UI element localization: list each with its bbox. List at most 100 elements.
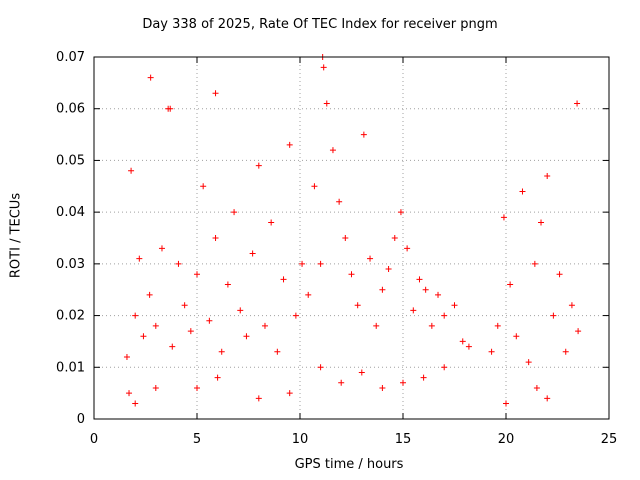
y-tick-label: 0.04 (56, 205, 85, 220)
data-point (305, 291, 312, 298)
data-point (338, 379, 345, 386)
data-point (286, 390, 293, 397)
data-point (500, 214, 507, 221)
data-point (360, 131, 367, 138)
data-point (513, 333, 520, 340)
data-point (507, 281, 514, 288)
data-point (175, 260, 182, 267)
data-point (435, 291, 442, 298)
data-point (317, 260, 324, 267)
data-point (132, 312, 139, 319)
data-point (212, 235, 219, 241)
axis-ticks: 0 0.01 0.02 0.03 0.04 0.05 0.06 0.07 0 5 10 15 20 25 (56, 50, 617, 447)
data-point (422, 286, 429, 293)
x-tick-label: 25 (601, 432, 618, 447)
x-tick-label: 20 (498, 432, 515, 447)
data-point (531, 260, 538, 267)
data-point (200, 183, 207, 190)
data-point (147, 74, 154, 81)
data-point (128, 167, 135, 174)
data-point (379, 384, 386, 391)
data-point (329, 147, 336, 154)
data-point (503, 400, 509, 407)
data-point (136, 255, 143, 262)
data-point (158, 245, 165, 252)
data-point (181, 302, 188, 309)
data-point (194, 271, 200, 278)
data-point (237, 307, 244, 314)
data-point (574, 100, 581, 107)
data-point (400, 379, 406, 386)
data-point (342, 235, 349, 241)
data-point (249, 250, 256, 257)
data-point (255, 162, 262, 169)
y-tick-label: 0.01 (56, 360, 85, 375)
y-axis-label: ROTI / TECUs (8, 192, 24, 279)
data-point (317, 364, 324, 371)
data-point (243, 333, 250, 340)
data-point (550, 312, 557, 319)
data-point (268, 219, 275, 226)
data-point (556, 271, 563, 278)
data-point (373, 322, 380, 329)
data-point (255, 395, 262, 402)
x-tick-label: 0 (90, 432, 98, 447)
data-point (488, 348, 495, 355)
data-point (568, 302, 575, 309)
data-point (533, 384, 540, 391)
data-point (187, 328, 194, 335)
grid-lines (94, 57, 609, 419)
y-tick-label: 0 (77, 412, 85, 427)
data-point (140, 333, 147, 340)
x-axis-label: GPS time / hours (294, 457, 404, 472)
data-point (367, 255, 374, 262)
data-point (292, 312, 299, 319)
x-tick-label: 5 (193, 432, 201, 447)
data-point (299, 260, 306, 267)
data-point (152, 384, 159, 391)
data-point (214, 374, 221, 381)
data-point (126, 390, 133, 397)
data-point (562, 348, 569, 355)
chart-title: Day 338 of 2025, Rate Of TEC Index for r… (142, 17, 498, 32)
y-tick-label: 0.07 (56, 50, 85, 65)
data-point (194, 384, 200, 391)
data-point (428, 322, 435, 329)
data-point (280, 276, 287, 283)
data-point (494, 322, 501, 329)
data-point (459, 338, 466, 345)
data-point (132, 400, 139, 407)
data-point (391, 235, 398, 241)
data-point (354, 302, 361, 309)
x-tick-label: 15 (395, 432, 412, 447)
data-point (385, 266, 392, 273)
data-point (538, 219, 545, 226)
data-point (167, 105, 174, 112)
data-point (224, 281, 231, 288)
data-point (169, 343, 176, 350)
data-points (123, 54, 582, 407)
data-point (441, 312, 448, 319)
data-point (212, 90, 219, 97)
y-tick-label: 0.02 (56, 309, 85, 324)
data-point (206, 317, 213, 324)
data-point (231, 209, 238, 216)
data-point (451, 302, 458, 309)
y-tick-label: 0.03 (56, 257, 85, 272)
data-point (525, 359, 532, 366)
data-point (146, 291, 153, 298)
data-point (218, 348, 225, 355)
data-point (420, 374, 427, 381)
data-point (465, 343, 472, 350)
y-tick-label: 0.06 (56, 102, 85, 117)
data-point (311, 183, 318, 190)
data-point (404, 245, 411, 252)
data-point (261, 322, 268, 329)
data-point (397, 209, 404, 216)
data-point (323, 100, 330, 107)
data-point (519, 188, 526, 195)
data-point (379, 286, 386, 293)
data-point (544, 395, 551, 402)
data-point (410, 307, 417, 314)
